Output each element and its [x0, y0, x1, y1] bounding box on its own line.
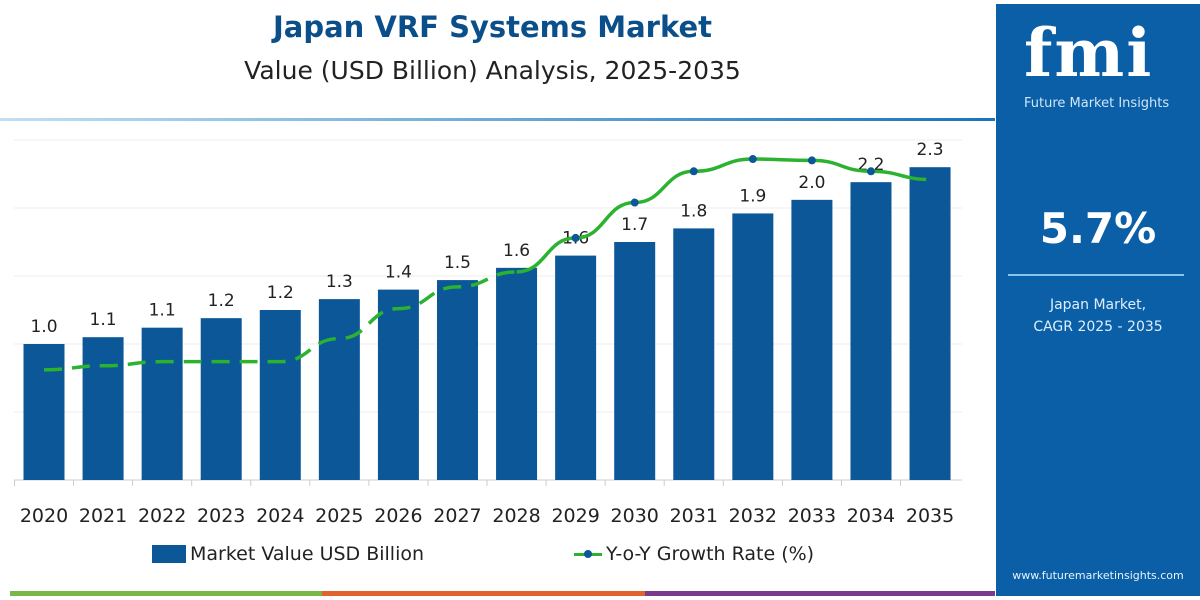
bar-value-label: 1.5 — [444, 253, 471, 273]
chart-subtitle: Value (USD Billion) Analysis, 2025-2035 — [244, 56, 741, 85]
legend-line: Y-o-Y Growth Rate (%) — [574, 543, 814, 565]
bar-2023 — [200, 318, 242, 480]
growth-marker-2034 — [866, 167, 875, 176]
x-tick-label: 2027 — [433, 505, 481, 527]
bar-2034 — [850, 182, 892, 480]
fmi-logo: fmi — [1024, 14, 1154, 92]
bar-value-label: 1.8 — [680, 201, 707, 221]
cagr-label-line1: Japan Market, — [1049, 297, 1147, 313]
x-tick-label: 2032 — [729, 505, 777, 527]
bar-line-chart: 1.0 2020 1.1 2021 1.1 2022 1.2 2023 1.2 2024 1.3 20… — [13, 139, 962, 527]
strip-purple — [645, 591, 995, 596]
bar-2027 — [436, 280, 478, 480]
legend-line-swatch — [574, 549, 602, 558]
bar-2022 — [141, 327, 183, 480]
legend-line-label: Y-o-Y Growth Rate (%) — [606, 543, 815, 565]
panel-divider — [1008, 274, 1184, 276]
cagr-label-line2: CAGR 2025 - 2035 — [1033, 319, 1163, 335]
growth-marker-2032 — [748, 155, 757, 164]
legend-bar-swatch — [152, 545, 186, 563]
bar-value-label: 1.4 — [385, 263, 412, 283]
bar-2030 — [614, 242, 656, 480]
bar-value-label: 1.1 — [90, 310, 117, 330]
strip-green — [10, 591, 322, 596]
legend-bar: Market Value USD Billion — [152, 543, 424, 565]
growth-marker-2029 — [571, 233, 580, 242]
bar-value-label: 1.9 — [739, 186, 766, 206]
bar-value-label: 1.1 — [149, 301, 176, 321]
bar-2031 — [673, 228, 715, 480]
bar-2025 — [318, 299, 360, 480]
growth-marker-2031 — [689, 167, 698, 176]
bar-value-label: 1.2 — [208, 291, 235, 311]
growth-marker-2035 — [926, 175, 935, 184]
brand-name: Future Market Insights — [1024, 96, 1170, 111]
bar-value-label: 2.0 — [798, 173, 825, 193]
bar-value-label: 1.6 — [503, 241, 530, 261]
bar-value-label: 1.2 — [267, 283, 294, 303]
bar-2029 — [555, 255, 597, 480]
growth-line-historical — [43, 270, 517, 372]
x-tick-label: 2031 — [670, 505, 718, 527]
bar-2024 — [259, 310, 301, 480]
growth-marker-2030 — [630, 198, 639, 207]
bar-value-label: 1.0 — [30, 317, 57, 337]
x-tick-label: 2033 — [788, 505, 836, 527]
growth-marker-2033 — [807, 156, 816, 165]
x-tick-label: 2034 — [847, 505, 895, 527]
bar-2035 — [909, 167, 951, 480]
x-tick-label: 2028 — [492, 505, 540, 527]
website-url: www.futuremarketinsights.com — [1012, 569, 1184, 582]
x-tick-label: 2021 — [79, 505, 127, 527]
bar-value-label: 2.3 — [917, 140, 944, 160]
title-divider — [0, 118, 995, 121]
bar-value-label: 1.7 — [621, 215, 648, 235]
bar-2032 — [732, 213, 774, 480]
bar-2028 — [496, 267, 538, 480]
x-tick-label: 2030 — [611, 505, 659, 527]
bar-value-label: 1.3 — [326, 272, 353, 292]
cagr-value: 5.7% — [1039, 204, 1157, 253]
strip-orange — [322, 591, 645, 596]
x-tick-label: 2023 — [197, 505, 245, 527]
x-tick-label: 2022 — [138, 505, 186, 527]
bar-2021 — [82, 337, 124, 480]
cagr-label: Japan Market, CAGR 2025 - 2035 — [996, 294, 1200, 338]
info-panel: fmi Future Market Insights 5.7% Japan Ma… — [996, 4, 1200, 596]
bar-2026 — [377, 289, 419, 480]
legend-bar-label: Market Value USD Billion — [190, 543, 425, 565]
chart-title: Japan VRF Systems Market — [272, 10, 713, 44]
x-tick-label: 2024 — [256, 505, 304, 527]
x-tick-label: 2020 — [20, 505, 68, 527]
x-tick-label: 2029 — [551, 505, 599, 527]
x-tick-label: 2025 — [315, 505, 363, 527]
x-tick-label: 2026 — [374, 505, 422, 527]
bar-2033 — [791, 199, 833, 480]
x-tick-label: 2035 — [906, 505, 954, 527]
bar-2020 — [23, 344, 65, 480]
